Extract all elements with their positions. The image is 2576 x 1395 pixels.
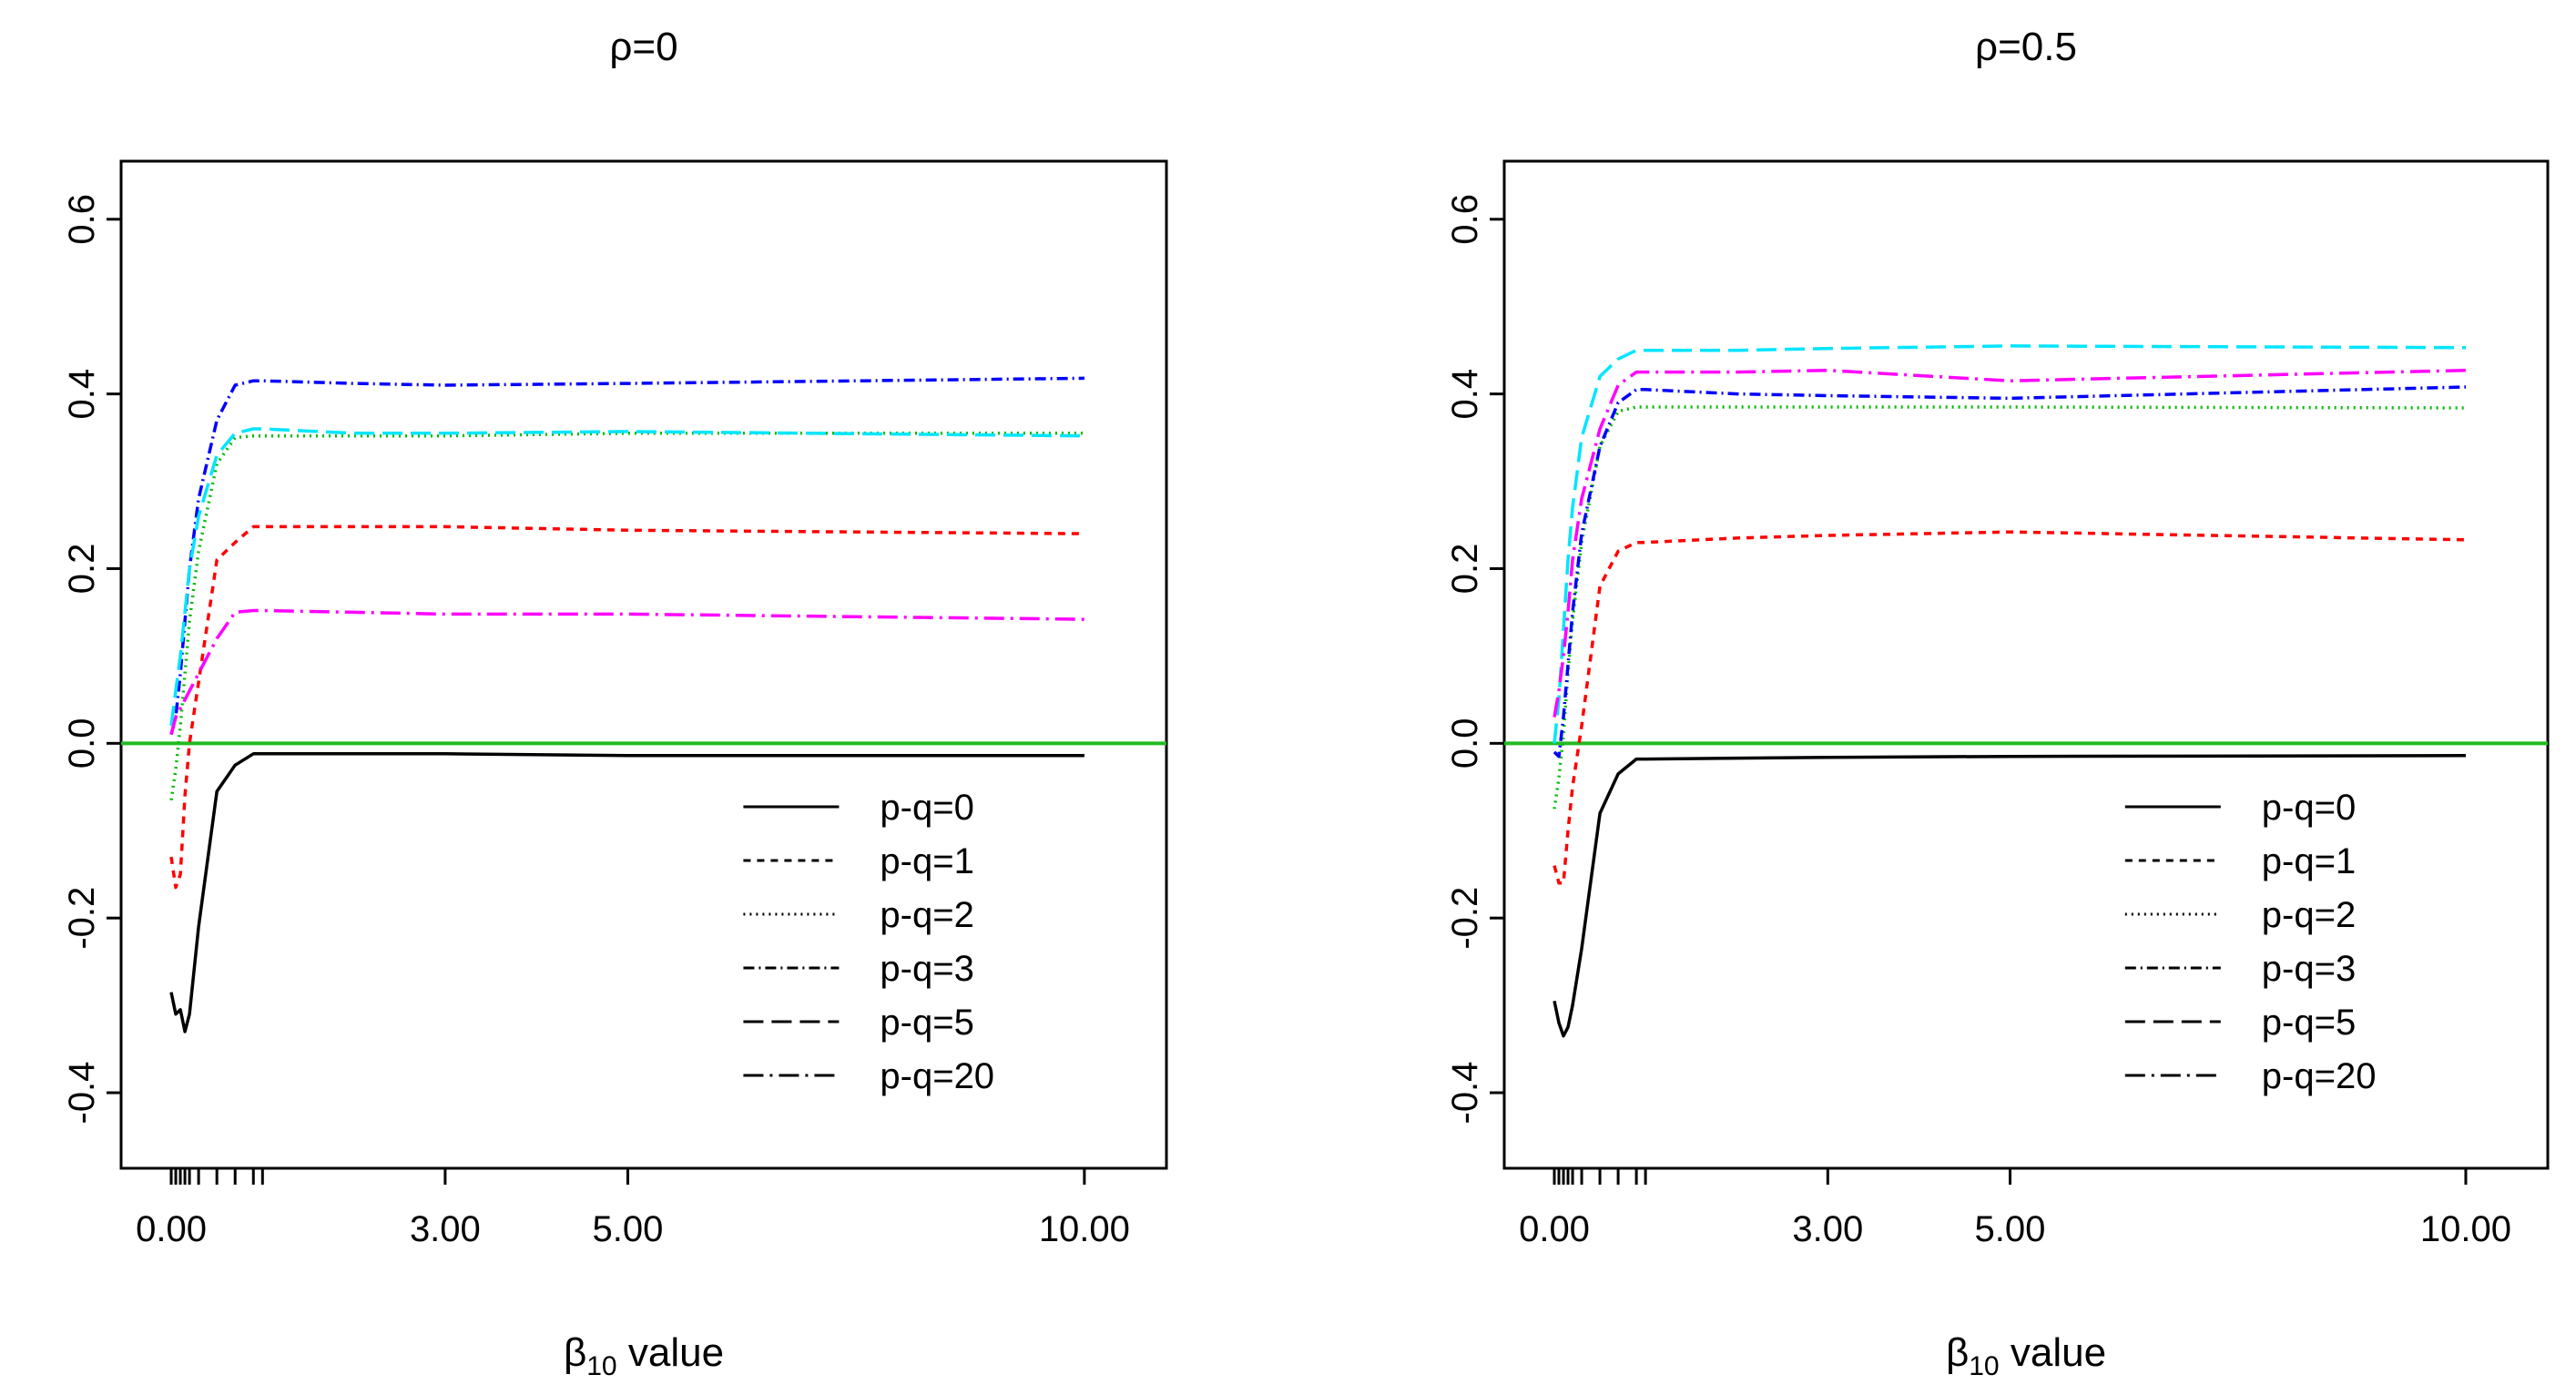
y-tick-label: 0.2: [62, 544, 102, 595]
y-tick-label: -0.4: [62, 1062, 102, 1125]
legend-entry: p-q=5: [2262, 1003, 2356, 1043]
series-line-p-q=1: [1553, 530, 2467, 885]
series-line-p-q=2: [169, 432, 1084, 800]
legend-entry: p-q=2: [2262, 895, 2356, 935]
y-tick-label: 0.6: [62, 194, 102, 245]
chart-panel-rho-0-5: ρ=0.5 -0.4 -0.2 0.0 0.2 0.4 0.6 0.00 3.00 5.00 10…: [1445, 25, 2550, 1381]
legend-entry: p-q=1: [2262, 841, 2356, 881]
chart-title: ρ=0: [609, 25, 677, 69]
y-tick-label: -0.4: [1445, 1062, 1485, 1125]
y-tick-label: 0.4: [1445, 369, 1485, 420]
series-layer: [1553, 344, 2467, 1038]
y-tick-label: 0.0: [62, 718, 102, 769]
legend-entry: p-q=0: [880, 788, 973, 828]
series-line-p-q=5: [169, 427, 1084, 727]
x-tick-label: 10.00: [1039, 1209, 1130, 1249]
legend: p-q=0 p-q=1 p-q=2 p-q=3 p-q=5 p-q=20: [2124, 788, 2377, 1096]
series-line-p-q=2: [1553, 405, 2467, 810]
x-tick-label: 10.00: [2420, 1209, 2511, 1249]
x-tick-label: 0.00: [1519, 1209, 1590, 1249]
legend-entry: p-q=20: [880, 1056, 994, 1096]
series-line-p-q=1: [169, 524, 1084, 890]
plot-frame: [1502, 159, 2550, 1170]
x-tick-label: 3.00: [410, 1209, 481, 1249]
legend-entry: p-q=5: [880, 1003, 973, 1043]
y-tick-label: -0.2: [1445, 887, 1485, 950]
series-line-p-q=0: [169, 752, 1084, 1034]
x-tick-label: 5.00: [1975, 1209, 2046, 1249]
x-tick-label: 5.00: [593, 1209, 664, 1249]
legend: p-q=0 p-q=1 p-q=2 p-q=3 p-q=5 p-q=20: [743, 788, 994, 1096]
chart-title: ρ=0.5: [1975, 25, 2077, 69]
legend-entry: p-q=20: [2262, 1056, 2377, 1096]
series-layer: [169, 376, 1084, 1034]
series-line-p-q=20: [169, 608, 1084, 736]
y-tick-label: 0.4: [62, 369, 102, 420]
legend-entry: p-q=2: [880, 895, 973, 935]
x-axis-label: β10 value: [564, 1330, 724, 1381]
plot-frame: [119, 159, 1168, 1170]
legend-entry: p-q=3: [880, 949, 973, 989]
y-tick-label: 0.0: [1445, 718, 1485, 769]
series-line-p-q=3: [169, 376, 1084, 736]
x-axis-label: β10 value: [1946, 1330, 2106, 1381]
y-tick-label: 0.2: [1445, 544, 1485, 595]
legend-entry: p-q=3: [2262, 949, 2356, 989]
series-line-p-q=5: [1553, 344, 2467, 744]
series-line-p-q=0: [1553, 754, 2467, 1038]
chart-panel-rho-0: ρ=0 -0.4 -0.2 0.0 0.2 0.4 0.6 0.00 3.00 5.00 10.0…: [62, 25, 1168, 1381]
y-tick-label: 0.6: [1445, 194, 1485, 245]
y-tick-label: -0.2: [62, 887, 102, 950]
x-tick-label: 0.00: [136, 1209, 207, 1249]
legend-entry: p-q=1: [880, 841, 973, 881]
series-line-p-q=20: [1553, 368, 2467, 718]
axis-ticks: -0.4 -0.2 0.0 0.2 0.4 0.6 0.00 3.00 5.00 10.00: [1445, 194, 2511, 1249]
axis-ticks: -0.4 -0.2 0.0 0.2 0.4 0.6 0.00 3.00 5.00 10.00: [62, 194, 1130, 1249]
x-tick-label: 3.00: [1792, 1209, 1863, 1249]
series-line-p-q=3: [1553, 385, 2467, 759]
legend-entry: p-q=0: [2262, 788, 2356, 828]
